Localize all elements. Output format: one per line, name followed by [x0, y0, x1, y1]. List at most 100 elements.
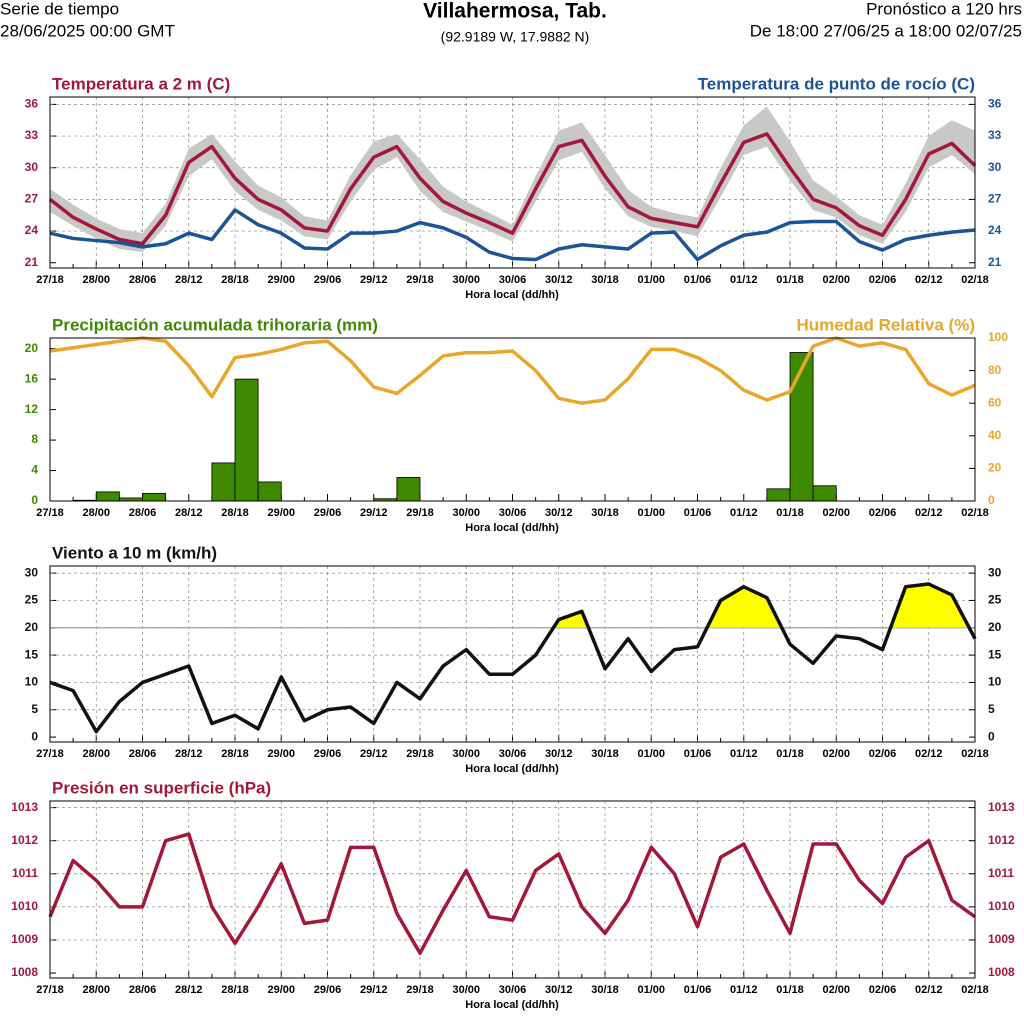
y2-tick-label: 1011 [988, 866, 1014, 880]
plot-frame [49, 800, 976, 979]
x-tick-label: 01/18 [776, 274, 804, 286]
y-tick-label: 1010 [11, 899, 38, 913]
series-name: Humedad Relativa (%) [796, 315, 975, 334]
y2-tick-label: 40 [988, 428, 1002, 442]
x-tick-label: 02/06 [869, 984, 897, 996]
x-tick-label: 02/00 [822, 507, 850, 519]
y-tick-label: 8 [31, 432, 38, 446]
x-tick-label: 01/12 [730, 748, 758, 760]
bar [95, 491, 120, 502]
header-title: Villahermosa, Tab. [423, 0, 607, 23]
y2-tick-label: 33 [988, 128, 1002, 142]
x-axis-title: Hora local (dd/hh) [465, 289, 559, 301]
y2-tick-label: 24 [988, 223, 1002, 237]
bar [396, 476, 421, 502]
x-tick-label: 02/00 [822, 274, 850, 286]
x-tick-label: 30/06 [499, 748, 527, 760]
x-axis-title: Hora local (dd/hh) [465, 763, 559, 775]
x-axis-title: Hora local (dd/hh) [465, 999, 559, 1011]
x-tick-label: 28/00 [82, 748, 110, 760]
x-tick-label: 30/06 [499, 984, 527, 996]
x-tick-label: 30/12 [545, 274, 573, 286]
x-tick-label: 02/00 [822, 984, 850, 996]
x-tick-label: 01/00 [637, 274, 665, 286]
y-tick-label: 0 [31, 729, 38, 743]
x-tick-label: 01/00 [637, 507, 665, 519]
y2-tick-label: 5 [988, 702, 995, 716]
y-tick-label: 12 [25, 402, 39, 416]
x-tick-label: 27/18 [36, 984, 64, 996]
x-tick-label: 28/06 [129, 274, 157, 286]
x-tick-label: 30/12 [545, 748, 573, 760]
header-right-1: Pronóstico a 120 hrs [866, 0, 1022, 18]
y2-tick-label: 0 [988, 729, 995, 743]
x-tick-label: 30/00 [452, 274, 480, 286]
x-axis-title: Hora local (dd/hh) [465, 522, 559, 534]
x-tick-label: 28/12 [175, 274, 203, 286]
line [49, 336, 976, 405]
x-tick-label: 02/12 [915, 984, 943, 996]
y-tick-label: 21 [25, 255, 39, 269]
x-tick-label: 02/12 [915, 274, 943, 286]
x-tick-label: 28/12 [175, 748, 203, 760]
header-right-2: De 18:00 27/06/25 a 18:00 02/07/25 [750, 21, 1022, 40]
x-tick-label: 28/00 [82, 274, 110, 286]
y-tick-label: 15 [25, 647, 39, 661]
x-tick-label: 30/00 [452, 984, 480, 996]
y-tick-label: 5 [31, 702, 38, 716]
header-left-1: Serie de tiempo [0, 0, 119, 18]
y2-tick-label: 1012 [988, 833, 1015, 847]
x-tick-label: 02/12 [915, 507, 943, 519]
y-tick-label: 10 [25, 675, 39, 689]
y2-tick-label: 15 [988, 647, 1002, 661]
x-tick-label: 28/18 [221, 748, 249, 760]
series-name: Temperatura de punto de rocío (C) [698, 74, 975, 93]
x-tick-label: 29/06 [314, 507, 342, 519]
x-tick-label: 29/18 [406, 274, 434, 286]
y2-tick-label: 1013 [988, 800, 1015, 814]
y-tick-label: 1012 [11, 833, 38, 847]
x-tick-label: 29/00 [267, 748, 295, 760]
x-tick-label: 28/00 [82, 507, 110, 519]
x-tick-label: 29/06 [314, 274, 342, 286]
x-tick-label: 02/18 [961, 274, 989, 286]
x-tick-label: 02/00 [822, 748, 850, 760]
x-tick-label: 01/00 [637, 984, 665, 996]
x-tick-label: 27/18 [36, 274, 64, 286]
y2-tick-label: 1009 [988, 932, 1015, 946]
bar [211, 462, 236, 502]
y-tick-label: 24 [25, 223, 39, 237]
header-left-2: 28/06/2025 00:00 GMT [0, 21, 175, 40]
x-tick-label: 28/18 [221, 507, 249, 519]
x-tick-label: 01/00 [637, 748, 665, 760]
y2-tick-label: 20 [988, 620, 1002, 634]
line [49, 208, 976, 262]
x-tick-label: 30/06 [499, 507, 527, 519]
bar [234, 378, 259, 502]
line [48, 832, 977, 955]
y-tick-label: 20 [25, 620, 39, 634]
x-tick-label: 30/18 [591, 274, 619, 286]
x-tick-label: 28/18 [221, 274, 249, 286]
x-tick-label: 28/06 [129, 984, 157, 996]
x-tick-label: 28/12 [175, 507, 203, 519]
x-tick-label: 01/12 [730, 507, 758, 519]
y-tick-label: 0 [31, 493, 38, 507]
x-tick-label: 28/06 [129, 507, 157, 519]
y2-tick-label: 0 [988, 493, 995, 507]
x-tick-label: 01/18 [776, 748, 804, 760]
y-tick-label: 33 [25, 128, 39, 142]
x-tick-label: 01/06 [684, 748, 712, 760]
x-tick-label: 02/18 [961, 984, 989, 996]
x-tick-label: 02/06 [869, 507, 897, 519]
x-tick-label: 30/18 [591, 984, 619, 996]
y2-tick-label: 80 [988, 363, 1002, 377]
y-tick-label: 25 [25, 593, 39, 607]
plot-frame [49, 96, 976, 269]
x-tick-label: 30/00 [452, 748, 480, 760]
y2-tick-label: 27 [988, 192, 1002, 206]
y2-tick-label: 1008 [988, 965, 1015, 979]
x-tick-label: 28/18 [221, 984, 249, 996]
x-tick-label: 30/18 [591, 748, 619, 760]
